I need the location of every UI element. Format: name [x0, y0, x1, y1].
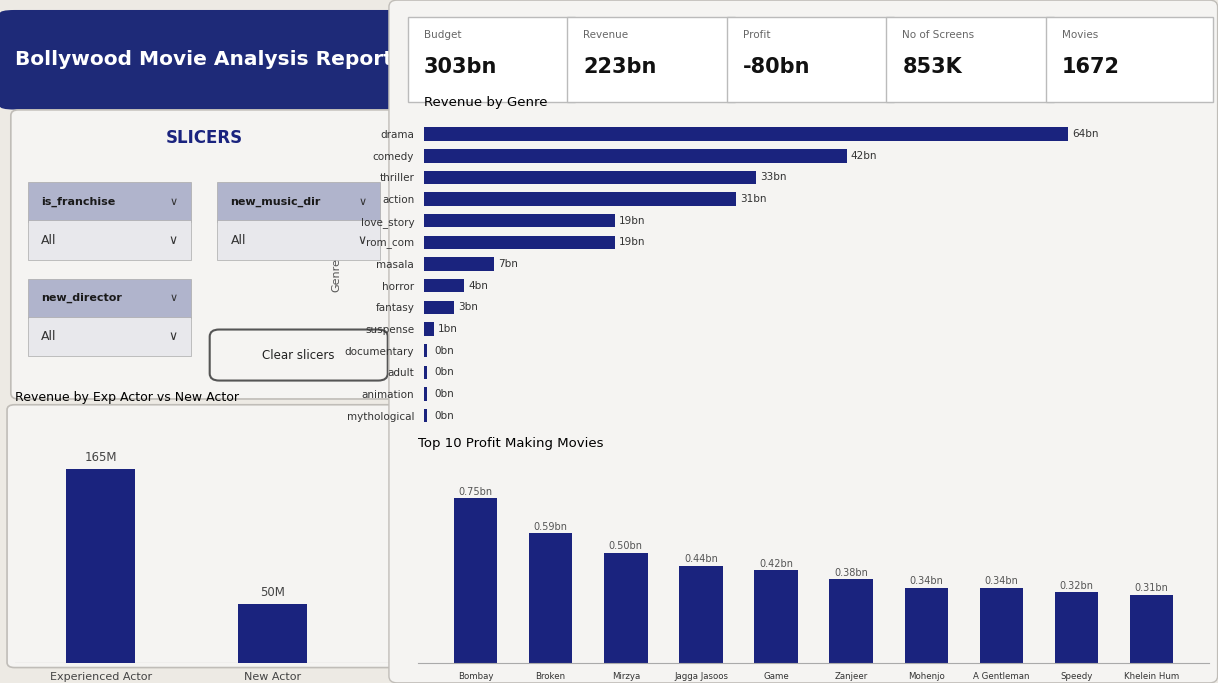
Bar [424, 322, 434, 336]
Text: No of Screens: No of Screens [903, 30, 974, 40]
Bar [424, 214, 615, 227]
Text: 1672: 1672 [1062, 57, 1119, 77]
Text: 0.75bn: 0.75bn [458, 486, 492, 497]
Bar [424, 128, 1068, 141]
Text: 0.32bn: 0.32bn [1060, 581, 1094, 591]
Text: Revenue by Genre: Revenue by Genre [424, 96, 547, 109]
Text: 42bn: 42bn [851, 151, 877, 161]
FancyBboxPatch shape [209, 329, 387, 380]
Text: 0.34bn: 0.34bn [984, 576, 1018, 587]
Text: 853K: 853K [903, 57, 962, 77]
Text: 7bn: 7bn [498, 259, 519, 269]
Text: 0.42bn: 0.42bn [759, 559, 793, 569]
FancyBboxPatch shape [217, 221, 380, 260]
Text: All: All [41, 234, 56, 247]
FancyBboxPatch shape [217, 182, 380, 222]
Text: 19bn: 19bn [619, 216, 646, 226]
FancyBboxPatch shape [28, 279, 191, 318]
Bar [680, 566, 722, 663]
Text: 303bn: 303bn [424, 57, 497, 77]
Text: Top 10 Profit Making Movies: Top 10 Profit Making Movies [418, 437, 603, 450]
Bar [424, 365, 426, 379]
Text: 0.50bn: 0.50bn [609, 542, 643, 551]
FancyBboxPatch shape [1046, 17, 1213, 102]
Text: 33bn: 33bn [760, 173, 787, 182]
FancyBboxPatch shape [389, 0, 1218, 683]
FancyBboxPatch shape [568, 17, 734, 102]
Text: new_director: new_director [41, 293, 122, 303]
FancyBboxPatch shape [28, 182, 191, 222]
Bar [754, 570, 798, 663]
Bar [424, 149, 847, 163]
Bar [424, 279, 464, 292]
Text: Revenue by Exp Actor vs New Actor: Revenue by Exp Actor vs New Actor [15, 391, 239, 404]
Text: Revenue: Revenue [583, 30, 628, 40]
Text: All: All [230, 234, 246, 247]
Text: 0.44bn: 0.44bn [685, 555, 717, 564]
Text: 0.38bn: 0.38bn [834, 568, 868, 578]
Bar [424, 301, 454, 314]
Text: 0.59bn: 0.59bn [533, 522, 568, 531]
Bar [979, 588, 1023, 663]
Bar [829, 579, 873, 663]
Text: 0.34bn: 0.34bn [910, 576, 943, 587]
FancyBboxPatch shape [28, 221, 191, 260]
FancyBboxPatch shape [0, 10, 408, 109]
FancyBboxPatch shape [28, 317, 191, 357]
Bar [424, 344, 426, 357]
Bar [529, 533, 572, 663]
Bar [1055, 592, 1099, 663]
Bar [66, 469, 135, 663]
Text: 0bn: 0bn [434, 367, 453, 377]
Text: new_music_dir: new_music_dir [230, 197, 320, 207]
FancyBboxPatch shape [408, 17, 575, 102]
Text: 31bn: 31bn [741, 194, 766, 204]
Y-axis label: Genre: Genre [331, 258, 342, 292]
Text: Budget: Budget [424, 30, 462, 40]
Text: ∨: ∨ [358, 234, 367, 247]
Text: SLICERS: SLICERS [166, 129, 242, 148]
Text: Profit: Profit [743, 30, 770, 40]
Text: All: All [41, 330, 56, 343]
Bar [424, 387, 426, 401]
Bar [905, 588, 948, 663]
Text: 19bn: 19bn [619, 238, 646, 247]
Text: Clear slicers: Clear slicers [262, 348, 335, 361]
Text: 50M: 50M [261, 586, 285, 599]
Text: 3bn: 3bn [458, 303, 477, 312]
Text: Bollywood Movie Analysis Report: Bollywood Movie Analysis Report [15, 51, 393, 69]
Text: ∨: ∨ [359, 197, 367, 207]
Text: 4bn: 4bn [468, 281, 488, 291]
FancyBboxPatch shape [727, 17, 894, 102]
Text: 64bn: 64bn [1073, 129, 1099, 139]
Bar [454, 498, 497, 663]
FancyBboxPatch shape [887, 17, 1054, 102]
Text: ∨: ∨ [169, 294, 178, 303]
Bar [424, 171, 756, 184]
Text: 0bn: 0bn [434, 346, 453, 356]
Bar [604, 553, 648, 663]
Text: -80bn: -80bn [743, 57, 810, 77]
Text: 0bn: 0bn [434, 389, 453, 399]
Text: 1bn: 1bn [438, 324, 458, 334]
FancyBboxPatch shape [7, 405, 401, 667]
Text: ∨: ∨ [168, 234, 178, 247]
Text: 165M: 165M [84, 451, 117, 464]
Text: 0.31bn: 0.31bn [1135, 583, 1168, 593]
Bar [424, 236, 615, 249]
Bar [424, 409, 426, 422]
Text: ∨: ∨ [168, 330, 178, 343]
Text: Movies: Movies [1062, 30, 1099, 40]
Text: 223bn: 223bn [583, 57, 657, 77]
Bar [424, 193, 736, 206]
FancyBboxPatch shape [11, 110, 397, 399]
Bar [239, 604, 307, 663]
Text: 0bn: 0bn [434, 410, 453, 421]
Text: ∨: ∨ [169, 197, 178, 207]
Text: is_franchise: is_franchise [41, 197, 116, 207]
Bar [424, 257, 495, 270]
Bar [1130, 594, 1173, 663]
